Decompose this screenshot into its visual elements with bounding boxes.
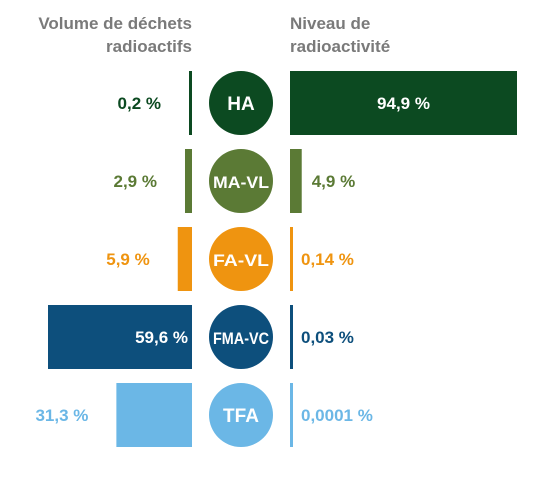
volume-bar-tfa — [116, 383, 192, 447]
activity-bar-ha — [290, 71, 517, 135]
volume-label-fa-vl: 5,9 % — [106, 250, 149, 269]
activity-label-ha: 94,9 % — [377, 94, 430, 113]
category-label-fa-vl: FA-VL — [213, 251, 269, 270]
activity-bar-fma-vc — [290, 305, 293, 369]
activity-label-tfa: 0,0001 % — [301, 406, 373, 425]
category-circle-ma-vl — [209, 149, 273, 213]
category-label-fma-vc: FMA-VC — [213, 329, 269, 348]
volume-label-tfa: 31,3 % — [35, 406, 88, 425]
right-axis-title: Niveau de radioactivité — [290, 14, 391, 56]
category-label-tfa: TFA — [223, 406, 259, 427]
left-axis-title: Volume de déchets radioactifs — [38, 14, 192, 56]
volume-bar-fa-vl — [177, 227, 192, 291]
activity-bar-ma-vl — [290, 149, 302, 213]
volume-bar-ha — [189, 71, 192, 135]
activity-bar-fa-vl — [290, 227, 293, 291]
volume-bar-ma-vl — [184, 149, 192, 213]
volume-label-ha: 0,2 % — [118, 94, 161, 113]
activity-label-fa-vl: 0,14 % — [301, 250, 354, 269]
category-label-ma-vl: MA-VL — [213, 173, 269, 192]
category-circle-tfa — [209, 383, 273, 447]
category-circle-fma-vc — [209, 305, 273, 369]
category-circle-fa-vl — [209, 227, 273, 291]
category-label-ha: HA — [227, 94, 255, 115]
activity-label-ma-vl: 4,9 % — [312, 172, 355, 191]
category-circle-ha — [209, 71, 273, 135]
volume-bar-fma-vc — [48, 305, 192, 369]
volume-label-fma-vc: 59,6 % — [135, 328, 188, 347]
activity-bar-tfa — [290, 383, 293, 447]
volume-label-ma-vl: 2,9 % — [114, 172, 157, 191]
activity-label-fma-vc: 0,03 % — [301, 328, 354, 347]
